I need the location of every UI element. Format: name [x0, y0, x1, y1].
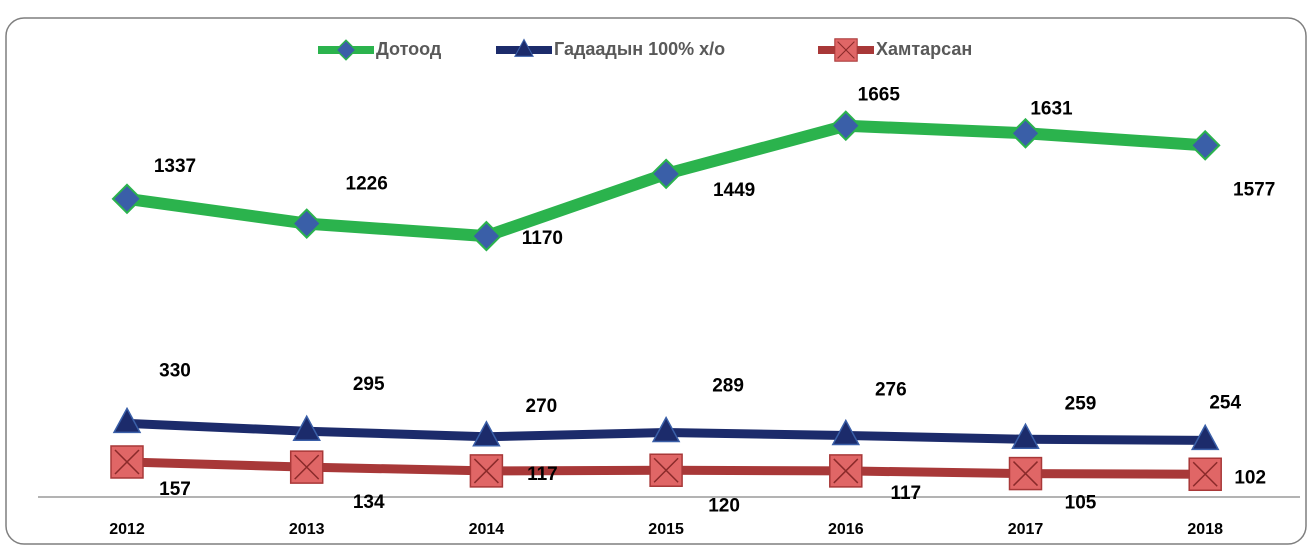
marker [651, 415, 681, 443]
data-label: 289 [712, 376, 744, 397]
data-label: 102 [1234, 467, 1266, 488]
data-label: 295 [353, 374, 385, 395]
marker-cross [473, 458, 499, 484]
marker [649, 453, 683, 487]
data-label: 157 [159, 479, 191, 500]
x-tick-label: 2012 [109, 521, 145, 538]
marker [289, 450, 324, 484]
legend-marker [834, 38, 858, 62]
marker [111, 183, 143, 215]
data-label: 1337 [154, 156, 196, 177]
legend-marker [514, 38, 534, 57]
marker [1011, 422, 1040, 449]
marker-cross [833, 458, 859, 484]
marker [1189, 129, 1221, 161]
marker [470, 220, 502, 252]
legend-marker [335, 39, 357, 61]
data-label: 1226 [346, 174, 388, 195]
x-tick-label: 2018 [1187, 521, 1223, 538]
marker [829, 454, 863, 488]
x-tick-label: 2017 [1008, 521, 1044, 538]
data-label: 1170 [522, 228, 563, 249]
marker [291, 208, 323, 240]
marker [1190, 423, 1220, 451]
x-tick-label: 2015 [648, 521, 684, 538]
legend-label: Хамтарсан [876, 39, 972, 59]
marker-cross [114, 449, 140, 475]
legend-label: Гадаадын 100% х/о [554, 39, 725, 59]
marker [1008, 456, 1043, 491]
marker [831, 418, 861, 446]
marker [469, 454, 504, 488]
legend-label: Дотоод [376, 39, 442, 59]
data-label: 134 [353, 492, 385, 513]
data-label: 259 [1065, 393, 1097, 414]
marker [1188, 457, 1222, 492]
x-tick-label: 2016 [828, 521, 864, 538]
marker-cross [294, 454, 320, 480]
marker [112, 406, 142, 434]
data-label: 1449 [713, 180, 755, 201]
data-label: 1631 [1030, 98, 1073, 119]
marker-cross [837, 41, 855, 59]
data-label: 1665 [858, 85, 901, 106]
marker [830, 110, 862, 142]
x-tick-label: 2014 [469, 521, 505, 538]
data-label: 117 [527, 464, 558, 485]
data-label: 120 [708, 495, 740, 516]
marker [650, 158, 682, 190]
data-label: 105 [1065, 493, 1097, 514]
chart-frame [5, 17, 1307, 545]
data-label: 270 [526, 396, 558, 417]
data-label: 117 [890, 483, 921, 504]
x-tick-label: 2013 [289, 521, 325, 538]
marker [292, 414, 321, 441]
marker-cross [1012, 461, 1039, 487]
marker [110, 445, 144, 479]
data-label: 254 [1209, 392, 1241, 413]
marker [1010, 117, 1041, 149]
data-label: 1577 [1233, 179, 1275, 200]
marker-cross [1192, 461, 1218, 487]
marker [472, 420, 501, 447]
data-label: 276 [875, 379, 907, 400]
data-label: 330 [159, 360, 191, 381]
marker-cross [653, 457, 679, 483]
